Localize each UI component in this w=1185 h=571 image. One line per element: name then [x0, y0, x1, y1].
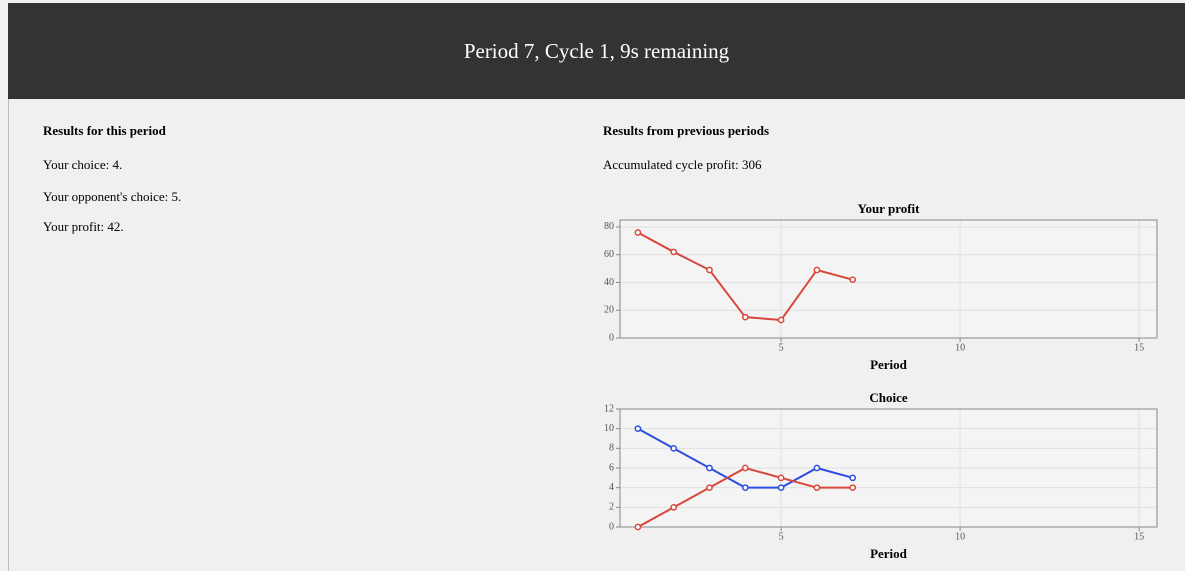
- point: [741, 313, 749, 321]
- plot-frame: [619, 219, 1158, 339]
- y-tick-label: 12: [604, 403, 614, 414]
- y-tick-label: 10: [604, 423, 614, 434]
- heading: Results for this period: [43, 123, 166, 138]
- point: [849, 474, 857, 482]
- edge: [8, 99, 9, 571]
- x-tick-label: 15: [1134, 531, 1144, 542]
- point: [741, 484, 749, 492]
- y-tick-label: 60: [604, 249, 614, 260]
- chart-title: Choice: [869, 390, 908, 405]
- point: [813, 266, 821, 274]
- point: [706, 464, 713, 472]
- y-tick-label: 40: [604, 277, 614, 288]
- x-tick-label: 15: [1134, 342, 1144, 353]
- point: [670, 248, 678, 256]
- x-tick-label: 10: [955, 531, 965, 542]
- point: [777, 484, 785, 492]
- point: [777, 316, 785, 324]
- y-tick-label: 4: [609, 482, 614, 493]
- point: [634, 229, 642, 236]
- heading: Results from previous periods: [603, 123, 769, 138]
- point: [813, 464, 821, 472]
- line: Your choice: 4.: [43, 157, 123, 172]
- line: Your opponent's choice: 5.: [43, 189, 182, 204]
- point: [706, 484, 713, 492]
- point: [849, 276, 857, 284]
- y-tick-label: 0: [609, 332, 614, 343]
- x-axis-label: Period: [870, 546, 908, 561]
- x-tick-label: 5: [779, 531, 784, 542]
- header: Period 7, Cycle 1, 9s remaining: [8, 3, 1185, 99]
- y-tick-label: 8: [609, 443, 614, 454]
- point: [634, 523, 642, 531]
- y-tick-label: 2: [609, 502, 614, 513]
- header-title: Period 7, Cycle 1, 9s remaining: [463, 38, 730, 63]
- point: [706, 266, 713, 274]
- point: [670, 503, 678, 511]
- accumulated: Accumulated cycle profit: 306: [603, 157, 762, 172]
- y-tick-label: 20: [604, 305, 614, 316]
- point: [741, 464, 749, 472]
- point: [849, 484, 857, 492]
- x-tick-label: 10: [955, 342, 965, 353]
- y-tick-label: 0: [609, 521, 614, 532]
- y-tick-label: 80: [604, 221, 614, 232]
- chart-title: Your profit: [858, 201, 921, 216]
- y-tick-label: 6: [609, 462, 614, 473]
- point: [634, 425, 642, 433]
- plot-area: [619, 219, 1158, 339]
- x-tick-label: 5: [779, 342, 784, 353]
- x-axis-label: Period: [870, 357, 908, 372]
- line: Your profit: 42.: [43, 219, 124, 234]
- point: [777, 474, 785, 482]
- point: [670, 444, 678, 452]
- point: [813, 484, 821, 492]
- plot-frame: [619, 408, 1158, 528]
